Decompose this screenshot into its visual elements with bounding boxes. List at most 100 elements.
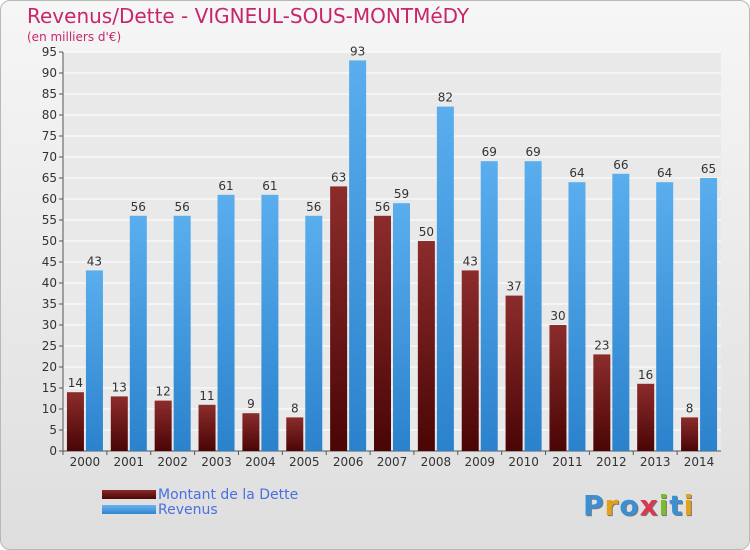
data-label-revenus: 61 [218, 179, 233, 193]
bar-dette [110, 396, 128, 451]
proxiti-logo: Proxiti [583, 489, 694, 522]
logo-letter: x [639, 489, 659, 522]
y-tick-label: 15 [42, 381, 57, 395]
data-label-dette: 56 [375, 200, 390, 214]
y-tick-label: 10 [42, 402, 57, 416]
bar-revenus [700, 178, 718, 451]
data-label-dette: 23 [594, 338, 609, 352]
bar-revenus [129, 215, 147, 451]
y-tick-label: 30 [42, 318, 57, 332]
data-label-revenus: 69 [525, 145, 540, 159]
bar-revenus [305, 215, 323, 451]
x-tick-label: 2013 [640, 455, 671, 469]
bar-dette [198, 404, 216, 451]
y-tick-label: 75 [42, 129, 57, 143]
data-label-dette: 12 [156, 385, 171, 399]
legend-item-dette: Montant de la Dette [102, 486, 299, 503]
bar-dette [242, 413, 260, 451]
bar-dette [286, 417, 304, 451]
x-tick-label: 2007 [377, 455, 408, 469]
data-label-dette: 11 [199, 389, 214, 403]
data-label-revenus: 64 [569, 166, 584, 180]
x-tick-label: 2006 [333, 455, 364, 469]
data-label-revenus: 65 [701, 162, 716, 176]
y-tick-label: 55 [42, 213, 57, 227]
bar-revenus [612, 173, 630, 452]
bar-dette [461, 270, 479, 451]
bar-revenus [173, 215, 191, 451]
x-tick-label: 2009 [464, 455, 495, 469]
data-label-dette: 13 [112, 380, 127, 394]
bar-dette [154, 400, 172, 451]
x-tick-label: 2004 [245, 455, 276, 469]
x-tick-label: 2000 [70, 455, 101, 469]
logo-letter: i [658, 489, 670, 522]
data-label-revenus: 56 [175, 200, 190, 214]
y-tick-label: 60 [42, 192, 57, 206]
data-label-dette: 16 [638, 368, 653, 382]
chart-title: Revenus/Dette - VIGNEUL-SOUS-MONTMéDY [27, 4, 470, 28]
legend-swatch-revenus [102, 505, 156, 514]
bar-revenus [436, 106, 454, 451]
y-tick-label: 45 [42, 255, 57, 269]
bar-dette [637, 383, 655, 451]
legend-item-revenus: Revenus [102, 501, 298, 518]
legend-label-revenus: Revenus [158, 501, 218, 518]
x-tick-label: 2010 [508, 455, 539, 469]
y-tick-label: 95 [42, 45, 57, 59]
y-tick-label: 70 [42, 150, 57, 164]
data-label-dette: 63 [331, 170, 346, 184]
x-tick-label: 2005 [289, 455, 320, 469]
bar-revenus [568, 182, 586, 451]
y-tick-label: 85 [42, 87, 57, 101]
data-label-revenus: 93 [350, 44, 365, 58]
bar-dette [330, 186, 348, 451]
logo-letter: t [669, 489, 684, 522]
x-tick-label: 2008 [421, 455, 452, 469]
legend-label-dette: Montant de la Dette [158, 486, 299, 503]
y-tick-label: 35 [42, 297, 57, 311]
bar-revenus [480, 161, 498, 451]
y-tick-label: 40 [42, 276, 57, 290]
logo-letter: o [619, 489, 640, 522]
y-tick-label: 20 [42, 360, 57, 374]
bar-revenus [393, 203, 410, 451]
logo-letter: P [583, 489, 605, 522]
bar-dette [505, 295, 523, 451]
bar-dette [549, 325, 567, 451]
data-label-revenus: 69 [482, 145, 497, 159]
legend-swatch-dette [102, 490, 156, 499]
y-tick-label: 5 [49, 423, 57, 437]
bar-revenus [85, 270, 103, 451]
y-tick-label: 0 [49, 444, 57, 458]
bar-revenus [261, 194, 279, 452]
x-tick-label: 2011 [552, 455, 583, 469]
bar-revenus [656, 182, 674, 451]
y-tick-label: 25 [42, 339, 57, 353]
chart-subtitle: (en milliers d'€) [27, 30, 122, 44]
data-label-revenus: 82 [438, 91, 453, 105]
data-label-revenus: 64 [657, 166, 672, 180]
x-tick-label: 2014 [684, 455, 715, 469]
data-label-dette: 14 [68, 376, 83, 390]
data-label-revenus: 59 [394, 187, 409, 201]
x-tick-label: 2003 [201, 455, 232, 469]
data-label-revenus: 61 [262, 179, 277, 193]
data-label-revenus: 56 [131, 200, 146, 214]
y-tick-label: 50 [42, 234, 57, 248]
bar-dette [593, 354, 611, 451]
data-label-dette: 9 [247, 397, 255, 411]
data-label-dette: 37 [506, 280, 521, 294]
bar-dette [681, 417, 699, 451]
x-tick-label: 2012 [596, 455, 627, 469]
logo-letter: i [683, 489, 695, 522]
plot-area [63, 52, 721, 451]
bar-revenus [349, 60, 367, 452]
y-tick-label: 65 [42, 171, 57, 185]
data-label-revenus: 66 [613, 158, 628, 172]
data-label-dette: 8 [291, 401, 299, 415]
bar-dette [66, 392, 84, 451]
data-label-revenus: 43 [87, 254, 102, 268]
